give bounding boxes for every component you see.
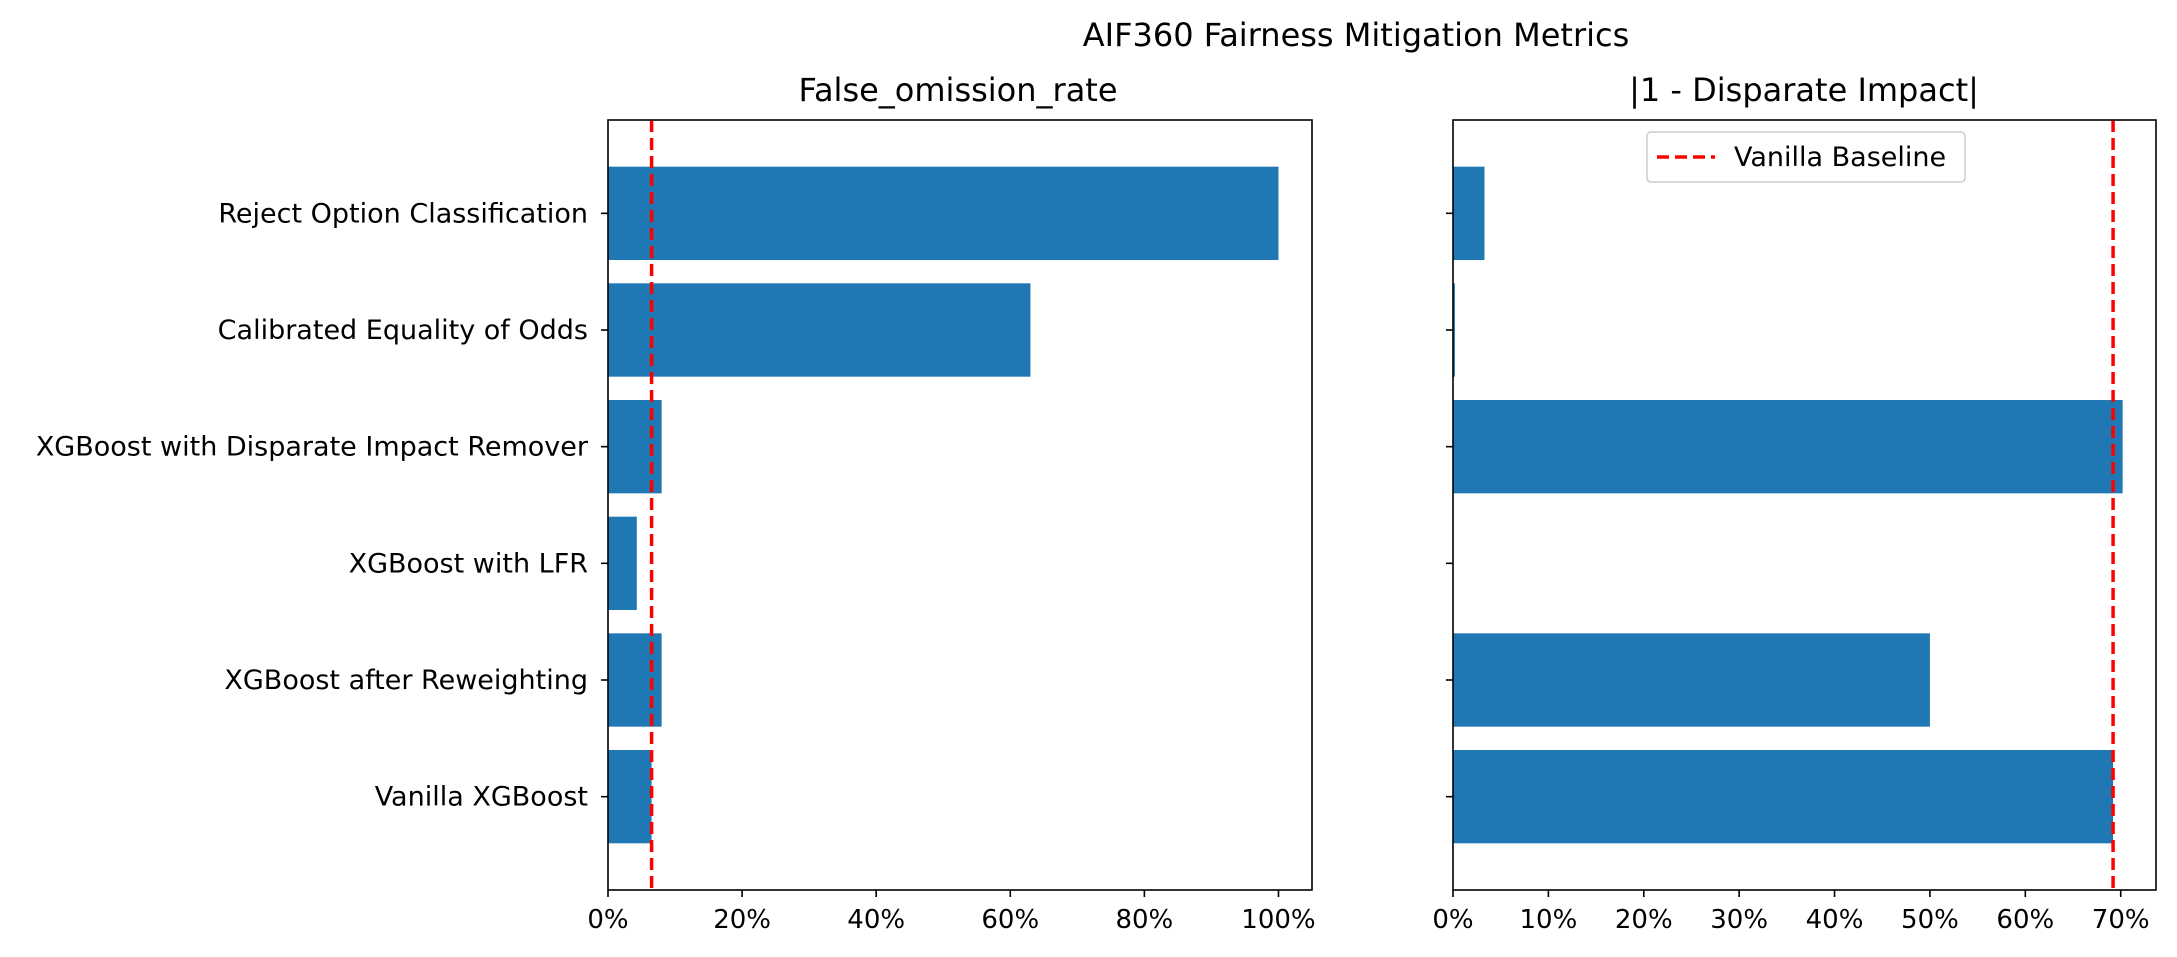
x-tick-label: 0% bbox=[1432, 905, 1473, 935]
figure-title: AIF360 Fairness Mitigation Metrics bbox=[1083, 16, 1630, 54]
plot-frame bbox=[1452, 119, 2157, 891]
bar-xgboost-with-lfr bbox=[608, 516, 637, 610]
x-tick-label: 50% bbox=[1901, 905, 1959, 935]
legend-box bbox=[1646, 131, 1966, 183]
x-tick-label: 10% bbox=[1519, 905, 1577, 935]
bar-calibrated-equality-of-odds bbox=[1453, 283, 1455, 377]
x-tick-label: 100% bbox=[1241, 905, 1315, 935]
chart-disparate-impact: |1 - Disparate Impact| 0% 10% 20% 30% 40% 50%… bbox=[1432, 71, 2157, 935]
plot-frame bbox=[607, 119, 1313, 891]
y-tick-label: XGBoost with Disparate Impact Remover bbox=[36, 432, 589, 463]
x-tick-label: 60% bbox=[981, 905, 1039, 935]
bar-xgboost-with-disparate-impact-remover bbox=[1453, 400, 2123, 494]
x-tick-label: 80% bbox=[1115, 905, 1173, 935]
x-tick-label: 40% bbox=[847, 905, 905, 935]
y-tick-label: Reject Option Classification bbox=[218, 198, 588, 229]
bar-xgboost-with-disparate-impact-remover bbox=[608, 400, 662, 494]
y-tick-label: Calibrated Equality of Odds bbox=[218, 315, 588, 346]
legend-label: Vanilla Baseline bbox=[1734, 142, 1946, 173]
y-tick-label: XGBoost with LFR bbox=[349, 548, 588, 579]
x-tick-label: 70% bbox=[2092, 905, 2150, 935]
chart-title: |1 - Disparate Impact| bbox=[1629, 71, 1979, 109]
bar-xgboost-after-reweighting bbox=[1453, 633, 1930, 727]
y-tick-label: Vanilla XGBoost bbox=[375, 782, 588, 813]
chart-title: False_omission_rate bbox=[798, 71, 1117, 109]
bar-calibrated-equality-of-odds bbox=[608, 283, 1031, 377]
x-tick-label: 20% bbox=[713, 905, 771, 935]
bar-reject-option-classification bbox=[1453, 166, 1485, 260]
x-tick-label: 0% bbox=[587, 905, 628, 935]
bar-vanilla-xgboost bbox=[608, 750, 652, 844]
bar-vanilla-xgboost bbox=[1453, 750, 2114, 844]
x-tick-label: 60% bbox=[1996, 905, 2054, 935]
x-tick-label: 40% bbox=[1806, 905, 1864, 935]
legend: Vanilla Baseline bbox=[1646, 131, 1966, 183]
chart-false-omission-rate: False_omission_rate Vanilla XGBoost XGBoo… bbox=[36, 71, 1316, 935]
bar-xgboost-after-reweighting bbox=[608, 633, 662, 727]
x-tick-label: 20% bbox=[1615, 905, 1673, 935]
y-tick-label: XGBoost after Reweighting bbox=[224, 665, 588, 696]
x-tick-label: 30% bbox=[1710, 905, 1768, 935]
bar-reject-option-classification bbox=[608, 166, 1279, 260]
